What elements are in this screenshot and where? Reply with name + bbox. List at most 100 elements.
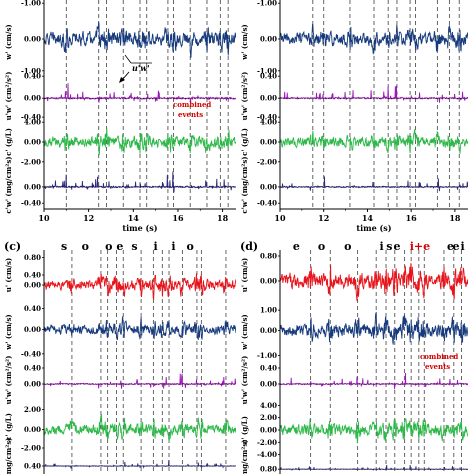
y-axis-label: c'w' (mg/cm²s)	[240, 156, 249, 213]
y-axis-label: w' (cm/s)	[240, 24, 249, 60]
series-line-w	[280, 311, 468, 345]
event-label: i	[154, 240, 158, 253]
y-axis-label: c' (g/L)	[240, 128, 249, 156]
y-axis-label: u' (cm/s)	[240, 258, 249, 292]
event-label: e	[293, 240, 300, 253]
x-tick-label: 14	[362, 213, 374, 223]
uw-sqrt-tick	[124, 54, 132, 64]
y-tick-label: -2.00	[21, 444, 41, 453]
event-label: s	[386, 240, 392, 253]
x-tick-label: 12	[318, 213, 329, 223]
y-axis-label: c' (g/L)	[4, 128, 13, 156]
y-axis-label: u' (cm/s)	[4, 258, 13, 292]
y-tick-label: 0.00	[260, 326, 277, 335]
series-line-u	[44, 273, 236, 300]
y-tick-label: -1.00	[21, 0, 41, 8]
y-tick-label: 0.00	[260, 138, 277, 147]
y-tick-label: 4.00	[260, 118, 277, 127]
y-axis-label: u'w' (cm²/s²)	[240, 356, 249, 405]
y-tick-label: 0.00	[260, 426, 277, 435]
y-axis-label: w' (cm/s)	[240, 314, 249, 350]
panel-label: (d)	[240, 240, 258, 253]
y-axis-label: u'w' (cm²/s²)	[4, 356, 13, 405]
y-tick-label: 0.80	[260, 252, 277, 261]
event-label: o	[105, 240, 112, 253]
y-tick-label: 0.40	[24, 72, 41, 81]
y-tick-label: 0.00	[24, 182, 41, 191]
combined-events-label: events	[178, 110, 203, 119]
x-tick-label: 10	[274, 213, 286, 223]
y-tick-label: -2.00	[257, 157, 277, 166]
y-tick-label: 0.00	[24, 94, 41, 103]
x-tick-label: 18	[449, 213, 461, 223]
event-label: o	[344, 240, 351, 253]
y-tick-label: -0.40	[257, 199, 277, 208]
x-tick-label: 16	[172, 213, 184, 223]
panel-top-right: -1.00 0.00 -1.00 w' (cm/s) 0.40 0.00 -0.40 u'w'…	[240, 0, 468, 233]
y-tick-label: -0.40	[21, 349, 41, 358]
y-axis-label: w' (cm/s)	[4, 24, 13, 60]
series-line-w	[44, 21, 236, 58]
event-label: i	[171, 240, 175, 253]
x-axis-label: time (s)	[356, 223, 391, 233]
y-tick-label: 0.40	[260, 72, 277, 81]
y-tick-label: 0.00	[24, 425, 41, 434]
event-label: i+e	[410, 240, 430, 253]
y-tick-label: 0.00	[260, 380, 277, 389]
y-axis-label: w' (cm/s)	[4, 314, 13, 350]
series-line-c	[44, 413, 236, 442]
event-label: e	[393, 240, 400, 253]
series-line-c	[280, 418, 468, 444]
series-line-c	[280, 129, 468, 154]
y-axis-label: c'w' (mg/cm²s)	[4, 437, 13, 474]
y-tick-label: 0.40	[24, 462, 41, 471]
x-tick-label: 18	[217, 213, 229, 223]
series-line-w	[280, 23, 468, 55]
x-tick-label: 16	[406, 213, 418, 223]
x-axis-label: time (s)	[122, 223, 157, 233]
y-tick-label: 2.00	[24, 405, 41, 414]
y-tick-label: -4.00	[257, 450, 277, 459]
y-tick-label: 0.40	[24, 271, 41, 280]
panel-d: 0.80 0.00 u' (cm/s) 1.00 0.00 -1.00 w' (cm/s) 0…	[240, 240, 468, 474]
y-tick-label: -0.40	[257, 113, 277, 122]
event-label: e	[452, 240, 459, 253]
y-tick-label: -1.00	[257, 66, 277, 75]
y-tick-label: 0.00	[24, 35, 41, 44]
event-label: o	[318, 240, 325, 253]
y-tick-label: -2.00	[257, 438, 277, 447]
y-axis-label: c' (g/L)	[4, 413, 13, 441]
combined-events-label: combined	[420, 352, 458, 361]
x-tick-label: 10	[38, 213, 50, 223]
x-tick-label: 14	[128, 213, 140, 223]
y-tick-label: 0.40	[260, 364, 277, 373]
y-tick-label: 0.00	[24, 138, 41, 147]
uw-annotation: u'w'	[132, 63, 150, 73]
y-tick-label: 4.00	[260, 401, 277, 410]
event-label: e	[116, 240, 123, 253]
y-tick-label: 0.40	[24, 304, 41, 313]
uw-arrow-head	[119, 77, 125, 83]
event-label: o	[187, 240, 194, 253]
y-tick-label: 0.80	[24, 253, 41, 262]
series-line-u	[280, 263, 468, 302]
y-tick-label: 0.40	[24, 364, 41, 373]
event-label: i	[380, 240, 384, 253]
y-tick-label: 0.00	[24, 380, 41, 389]
y-tick-label: 0.00	[24, 325, 41, 334]
panel-c: 0.80 0.40 0.00 u' (cm/s) 0.40 0.00 -0.40 w' (cm…	[4, 240, 236, 474]
y-tick-label: 1.00	[260, 306, 277, 315]
y-tick-label: 0.80	[260, 465, 277, 474]
y-tick-label: -1.00	[257, 351, 277, 360]
panel-label: (c)	[4, 240, 21, 253]
combined-events-label: events	[425, 362, 450, 371]
y-tick-label: 4.00	[24, 118, 41, 127]
series-line-c	[44, 128, 236, 155]
event-label: s	[131, 240, 137, 253]
y-tick-label: 0.00	[260, 35, 277, 44]
series-line-w	[44, 316, 236, 341]
